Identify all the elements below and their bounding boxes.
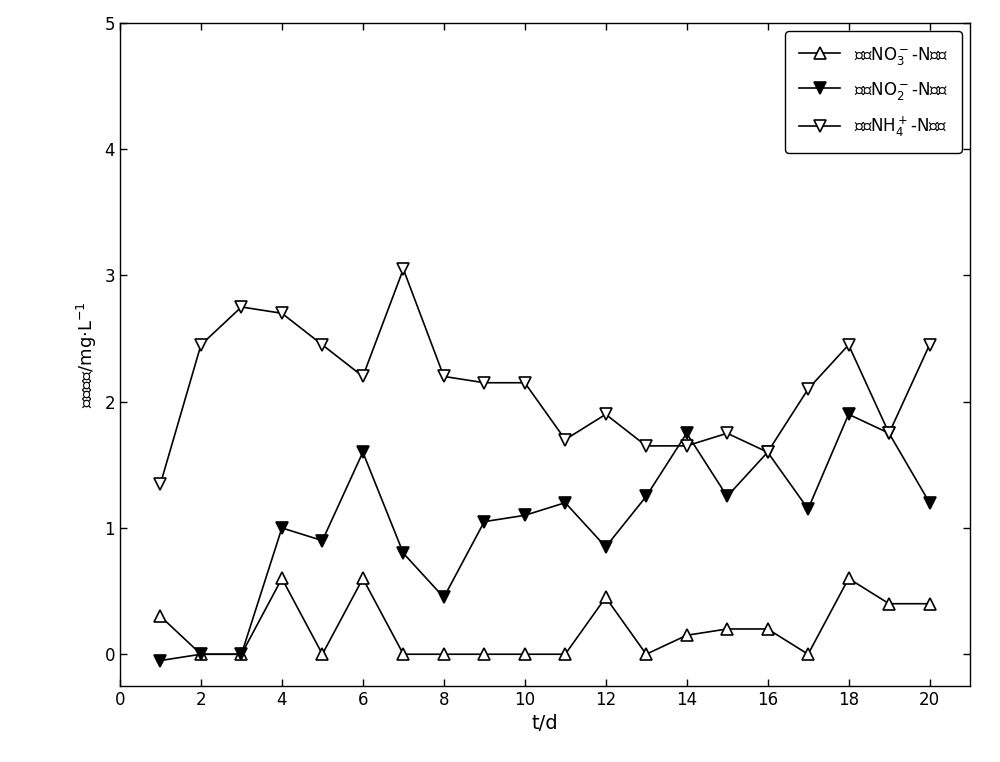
X-axis label: t/d: t/d: [532, 714, 558, 733]
Y-axis label: 出水浓度/mg·L$^{-1}$: 出水浓度/mg·L$^{-1}$: [75, 301, 99, 408]
Legend: 出水NO$_3^-$-N浓度, 出水NO$_2^-$-N浓度, 出水NH$_4^+$-N浓度: 出水NO$_3^-$-N浓度, 出水NO$_2^-$-N浓度, 出水NH$_4^…: [785, 31, 962, 153]
